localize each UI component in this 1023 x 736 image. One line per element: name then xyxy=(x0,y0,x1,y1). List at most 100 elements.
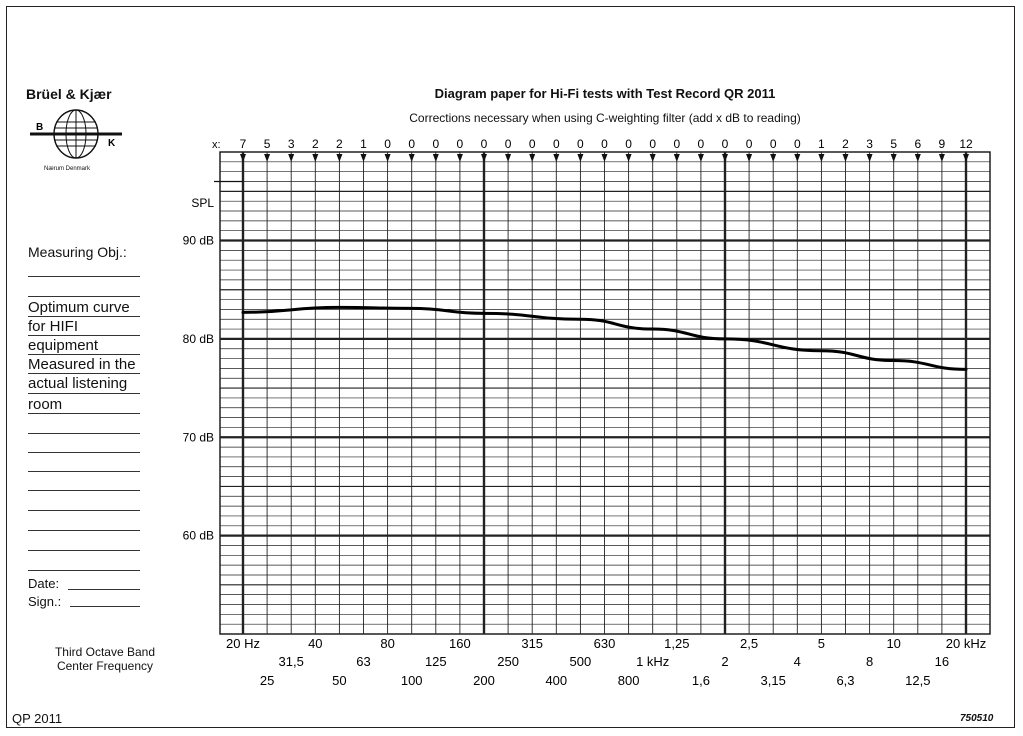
form-line xyxy=(28,490,140,491)
band-marker-icon xyxy=(264,154,271,162)
band-marker-icon xyxy=(697,154,704,162)
x-tick-label: 1,25 xyxy=(664,636,689,651)
band-marker-icon xyxy=(914,154,921,162)
band-marker-icon xyxy=(673,154,680,162)
band-marker-icon xyxy=(240,154,246,162)
c-weighting-correction: 0 xyxy=(529,137,536,151)
x-tick-label: 800 xyxy=(618,673,640,688)
logo-letter-b: B xyxy=(36,122,43,133)
band-marker-icon xyxy=(408,154,415,162)
y-tick-label: 90 dB xyxy=(183,234,214,248)
c-weighting-correction: 0 xyxy=(601,137,608,151)
x-tick-label: 125 xyxy=(425,654,447,669)
form-line xyxy=(28,393,140,394)
x-prefix-label: x: xyxy=(212,139,221,151)
handwritten-line-6: room xyxy=(28,396,63,413)
response-curve xyxy=(241,305,968,371)
handwritten-line-2: for HIFI xyxy=(28,318,79,335)
c-weighting-correction: 0 xyxy=(649,137,656,151)
y-tick-label: 70 dB xyxy=(183,430,214,444)
y-axis-label: SPL xyxy=(191,196,214,210)
logo-caption: Nærum Denmark xyxy=(44,166,91,172)
band-marker-icon xyxy=(746,154,753,162)
c-weighting-correction: 1 xyxy=(818,137,825,151)
x-tick-label: 2 xyxy=(721,654,728,669)
c-weighting-correction: 0 xyxy=(553,137,560,151)
sign-field-line xyxy=(70,606,140,607)
page-frame xyxy=(6,6,1015,728)
x-tick-label: 20 kHz xyxy=(946,636,986,651)
y-tick-label: 80 dB xyxy=(183,332,214,346)
band-marker-icon xyxy=(288,154,295,162)
x-tick-label: 500 xyxy=(570,654,592,669)
x-tick-label: 250 xyxy=(497,654,519,669)
handwritten-line-4: Measured in the xyxy=(28,356,136,373)
c-weighting-correction: 0 xyxy=(384,137,391,151)
band-label: Third Octave Band Center Frequency xyxy=(20,645,190,673)
x-tick-label: 31,5 xyxy=(279,654,304,669)
c-weighting-correction: 0 xyxy=(698,137,705,151)
c-weighting-correction: 0 xyxy=(625,137,632,151)
band-marker-icon xyxy=(866,154,873,162)
c-weighting-correction: 2 xyxy=(336,137,343,151)
x-tick-label: 12,5 xyxy=(905,673,930,688)
form-line xyxy=(28,316,140,317)
band-marker-icon xyxy=(505,154,512,162)
c-weighting-correction: 0 xyxy=(746,137,753,151)
x-tick-label: 630 xyxy=(594,636,616,651)
c-weighting-correction: 0 xyxy=(432,137,439,151)
band-marker-icon xyxy=(890,154,897,162)
chart-subtitle: Corrections necessary when using C-weigh… xyxy=(409,111,801,125)
c-weighting-correction: 6 xyxy=(914,137,921,151)
band-marker-icon xyxy=(649,154,656,162)
measuring-object-label: Measuring Obj.: xyxy=(28,244,127,260)
x-tick-label: 1 kHz xyxy=(636,654,669,669)
form-line xyxy=(28,550,140,551)
c-weighting-correction: 7 xyxy=(240,137,247,151)
form-line xyxy=(28,354,140,355)
c-weighting-correction: 0 xyxy=(457,137,464,151)
x-tick-label: 80 xyxy=(380,636,394,651)
band-marker-icon xyxy=(384,154,391,162)
c-weighting-correction: 12 xyxy=(959,137,973,151)
date-field-line xyxy=(68,589,140,590)
band-marker-icon xyxy=(577,154,584,162)
x-tick-label: 2,5 xyxy=(740,636,758,651)
c-weighting-correction: 0 xyxy=(673,137,680,151)
c-weighting-correction: 3 xyxy=(288,137,295,151)
c-weighting-correction: 2 xyxy=(842,137,849,151)
form-line xyxy=(28,413,140,414)
band-marker-icon xyxy=(601,154,608,162)
form-line xyxy=(28,335,140,336)
x-tick-label: 25 xyxy=(260,673,274,688)
c-weighting-correction: 5 xyxy=(890,137,897,151)
chart-title: Diagram paper for Hi-Fi tests with Test … xyxy=(434,86,776,101)
date-label: Date: xyxy=(28,576,60,591)
form-line xyxy=(28,433,140,434)
x-tick-label: 40 xyxy=(308,636,322,651)
handwritten-line-1: Optimum curve xyxy=(28,299,130,316)
c-weighting-correction: 3 xyxy=(866,137,873,151)
band-marker-icon xyxy=(818,154,825,162)
band-marker-icon xyxy=(938,154,945,162)
x-tick-label: 10 xyxy=(886,636,900,651)
c-weighting-correction: 0 xyxy=(481,137,488,151)
c-weighting-correction: 0 xyxy=(770,137,777,151)
form-line xyxy=(28,452,140,453)
band-marker-icon xyxy=(456,154,463,162)
form-line xyxy=(28,570,140,571)
c-weighting-correction: 0 xyxy=(577,137,584,151)
band-marker-icon xyxy=(722,154,728,162)
footer-serial: 750510 xyxy=(960,713,994,724)
band-marker-icon xyxy=(963,154,969,162)
form-line xyxy=(28,276,140,277)
form-line xyxy=(28,373,140,374)
x-tick-label: 100 xyxy=(401,673,423,688)
c-weighting-correction: 9 xyxy=(939,137,946,151)
sign-label: Sign.: xyxy=(28,594,62,609)
c-weighting-correction: 2 xyxy=(312,137,319,151)
footer-form-code: QP 2011 xyxy=(12,711,63,726)
c-weighting-correction: 0 xyxy=(505,137,512,151)
x-tick-label: 400 xyxy=(545,673,567,688)
